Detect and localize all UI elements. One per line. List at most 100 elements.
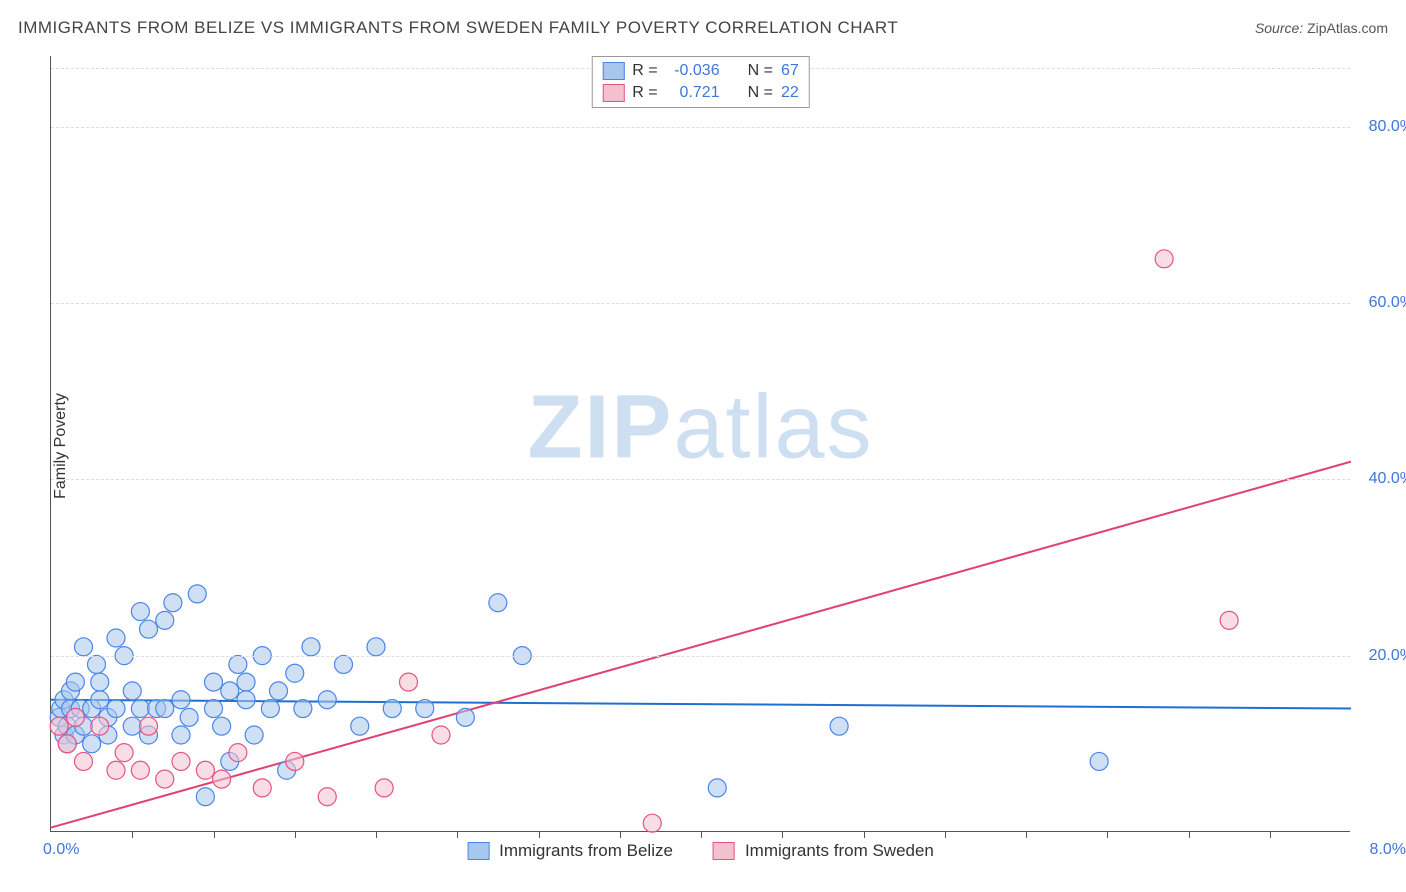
data-point xyxy=(237,691,255,709)
data-point xyxy=(172,726,190,744)
source-credit: Source: ZipAtlas.com xyxy=(1255,20,1388,36)
plot-area: ZIPatlas 20.0%40.0%60.0%80.0% 0.0% 8.0% … xyxy=(50,56,1350,832)
swatch-belize xyxy=(602,62,624,80)
data-point xyxy=(188,585,206,603)
data-point xyxy=(66,708,84,726)
data-point xyxy=(302,638,320,656)
data-point xyxy=(416,700,434,718)
data-point xyxy=(383,700,401,718)
legend-correlation: R = -0.036 N = 67 R = 0.721 N = 22 xyxy=(591,56,809,108)
x-tick xyxy=(1189,831,1190,838)
data-point xyxy=(131,761,149,779)
data-point xyxy=(830,717,848,735)
x-tick xyxy=(864,831,865,838)
data-point xyxy=(123,717,141,735)
swatch-sweden xyxy=(602,84,624,102)
x-tick xyxy=(1270,831,1271,838)
data-point xyxy=(708,779,726,797)
data-point xyxy=(270,682,288,700)
data-point xyxy=(1155,250,1173,268)
gridline xyxy=(51,127,1350,128)
data-point xyxy=(107,761,125,779)
legend-item-sweden: Immigrants from Sweden xyxy=(713,841,934,861)
data-point xyxy=(375,779,393,797)
data-point xyxy=(253,779,271,797)
data-point xyxy=(351,717,369,735)
legend-row-belize: R = -0.036 N = 67 xyxy=(602,60,798,82)
gridline xyxy=(51,303,1350,304)
data-point xyxy=(172,752,190,770)
data-point xyxy=(229,744,247,762)
data-point xyxy=(196,788,214,806)
data-point xyxy=(156,770,174,788)
y-tick-label: 60.0% xyxy=(1369,294,1406,312)
x-tick xyxy=(1107,831,1108,838)
data-point xyxy=(88,655,106,673)
data-point xyxy=(335,655,353,673)
x-tick xyxy=(214,831,215,838)
legend-row-sweden: R = 0.721 N = 22 xyxy=(602,82,798,104)
chart-title: IMMIGRANTS FROM BELIZE VS IMMIGRANTS FRO… xyxy=(18,18,898,38)
x-tick xyxy=(782,831,783,838)
data-point xyxy=(83,735,101,753)
data-point xyxy=(294,700,312,718)
data-point xyxy=(229,655,247,673)
data-point xyxy=(50,717,68,735)
data-point xyxy=(205,673,223,691)
data-point xyxy=(131,603,149,621)
data-point xyxy=(286,664,304,682)
x-tick xyxy=(945,831,946,838)
data-point xyxy=(123,682,141,700)
data-point xyxy=(66,673,84,691)
data-point xyxy=(367,638,385,656)
x-tick xyxy=(132,831,133,838)
x-tick xyxy=(701,831,702,838)
data-point xyxy=(156,611,174,629)
plot-svg xyxy=(51,56,1350,831)
data-point xyxy=(75,638,93,656)
data-point xyxy=(318,788,336,806)
x-tick xyxy=(295,831,296,838)
data-point xyxy=(164,594,182,612)
data-point xyxy=(643,814,661,832)
x-tick xyxy=(620,831,621,838)
data-point xyxy=(237,673,255,691)
data-point xyxy=(221,682,239,700)
x-tick xyxy=(539,831,540,838)
x-tick xyxy=(1026,831,1027,838)
data-point xyxy=(489,594,507,612)
data-point xyxy=(213,770,231,788)
x-max-label: 8.0% xyxy=(1370,841,1406,859)
data-point xyxy=(286,752,304,770)
data-point xyxy=(140,717,158,735)
data-point xyxy=(196,761,214,779)
legend-item-belize: Immigrants from Belize xyxy=(467,841,673,861)
data-point xyxy=(131,700,149,718)
trend-line xyxy=(51,462,1351,828)
plot-wrap: ZIPatlas 20.0%40.0%60.0%80.0% 0.0% 8.0% … xyxy=(50,56,1350,832)
gridline xyxy=(51,656,1350,657)
x-tick xyxy=(457,831,458,838)
data-point xyxy=(213,717,231,735)
y-tick-label: 20.0% xyxy=(1369,647,1406,665)
x-tick xyxy=(376,831,377,838)
swatch-belize xyxy=(467,842,489,860)
data-point xyxy=(115,744,133,762)
data-point xyxy=(432,726,450,744)
data-point xyxy=(245,726,263,744)
data-point xyxy=(91,673,109,691)
data-point xyxy=(91,717,109,735)
y-min-label: 0.0% xyxy=(43,841,79,859)
data-point xyxy=(205,700,223,718)
y-tick-label: 80.0% xyxy=(1369,118,1406,136)
data-point xyxy=(400,673,418,691)
legend-series: Immigrants from Belize Immigrants from S… xyxy=(467,841,934,861)
swatch-sweden xyxy=(713,842,735,860)
data-point xyxy=(456,708,474,726)
data-point xyxy=(91,691,109,709)
data-point xyxy=(261,700,279,718)
data-point xyxy=(1090,752,1108,770)
data-point xyxy=(156,700,174,718)
y-tick-label: 40.0% xyxy=(1369,470,1406,488)
data-point xyxy=(107,700,125,718)
